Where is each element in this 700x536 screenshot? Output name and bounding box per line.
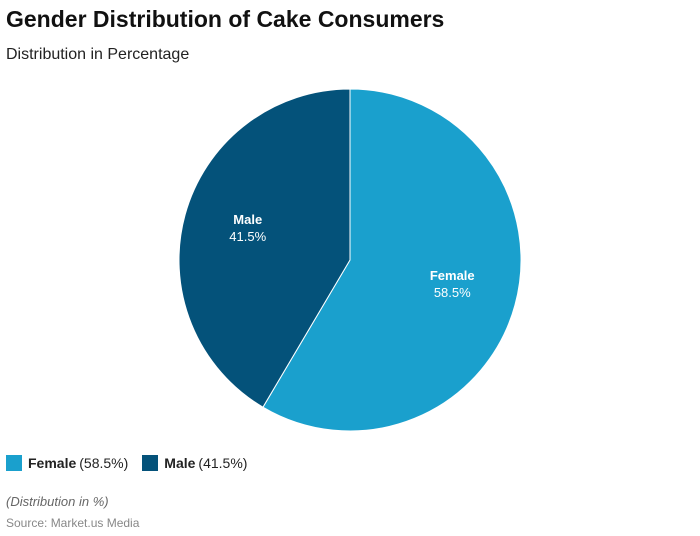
slice-value-label: 41.5% (229, 229, 266, 244)
legend-label: Male (164, 455, 196, 471)
legend-swatch-female (6, 455, 22, 471)
legend-label: Female (28, 455, 77, 471)
units-note: (Distribution in %) (6, 494, 109, 509)
legend-swatch-male (142, 455, 159, 471)
slice-name-label: Female (430, 268, 475, 283)
chart-subtitle: Distribution in Percentage (6, 46, 190, 63)
pie-slice-male (178, 88, 351, 408)
legend-item-male[interactable]: Male (41.5%) (142, 455, 247, 471)
chart-title: Gender Distribution of Cake Consumers (6, 6, 445, 32)
pie-slice-female (262, 88, 522, 432)
legend-item-female[interactable]: Female (58.5%) (6, 455, 128, 471)
slice-name-label: Male (233, 212, 262, 227)
source: Source: Market.us Media (6, 516, 140, 530)
slice-value-label: 58.5% (434, 285, 471, 300)
legend-value: (58.5%) (79, 455, 129, 471)
pie-chart: Female 58.5% Male 41.5% (178, 88, 522, 432)
legend-value: (41.5%) (198, 455, 248, 471)
legend: Female (58.5%) Male (41.5%) (6, 455, 247, 471)
